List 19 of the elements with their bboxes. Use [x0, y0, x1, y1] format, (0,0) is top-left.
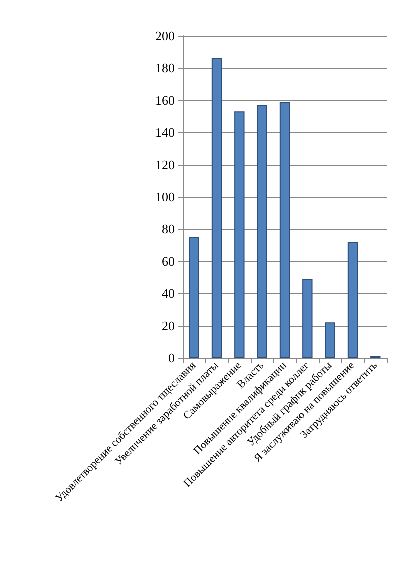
- y-tick-label: 20: [162, 318, 175, 334]
- bar: [302, 279, 313, 358]
- y-tick-label: 0: [168, 350, 175, 366]
- bar: [280, 102, 290, 358]
- y-tick-label: 40: [162, 286, 175, 302]
- y-tick-label: 80: [162, 222, 175, 237]
- y-tick-label: 160: [156, 92, 175, 108]
- y-tick-label: 180: [156, 60, 175, 76]
- bar: [257, 105, 268, 358]
- y-tick-label: 60: [162, 254, 175, 269]
- bar: [325, 322, 336, 358]
- bar: [234, 112, 245, 358]
- y-tick-label: 140: [156, 125, 175, 140]
- y-tick-label: 100: [156, 190, 175, 204]
- bar: [189, 237, 200, 358]
- bar: [212, 58, 222, 358]
- bar: [348, 242, 358, 358]
- y-tick-label: 200: [156, 28, 175, 44]
- y-tick-label: 120: [156, 157, 175, 172]
